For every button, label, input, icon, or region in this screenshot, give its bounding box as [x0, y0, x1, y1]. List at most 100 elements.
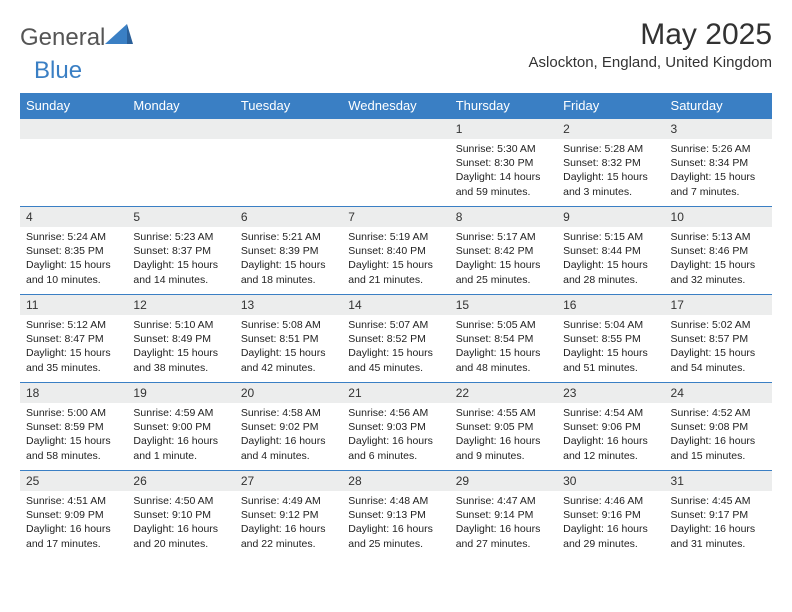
sunrise-line: Sunrise: 4:52 AM — [671, 406, 766, 420]
day-number: 9 — [557, 207, 664, 227]
empty-daynum — [342, 119, 449, 139]
day-cell: 6Sunrise: 5:21 AMSunset: 8:39 PMDaylight… — [235, 207, 342, 295]
day-number: 7 — [342, 207, 449, 227]
sunset-line: Sunset: 9:05 PM — [456, 420, 551, 434]
empty-daynum — [235, 119, 342, 139]
sunset-line: Sunset: 9:12 PM — [241, 508, 336, 522]
brand-name-b: Blue — [34, 57, 82, 84]
day-number: 4 — [20, 207, 127, 227]
day-details: Sunrise: 5:19 AMSunset: 8:40 PMDaylight:… — [342, 227, 449, 291]
daylight-line: Daylight: 15 hours and 14 minutes. — [133, 258, 228, 286]
day-number: 8 — [450, 207, 557, 227]
sunset-line: Sunset: 8:46 PM — [671, 244, 766, 258]
sunrise-line: Sunrise: 4:49 AM — [241, 494, 336, 508]
day-details: Sunrise: 5:26 AMSunset: 8:34 PMDaylight:… — [665, 139, 772, 203]
sunrise-line: Sunrise: 5:04 AM — [563, 318, 658, 332]
brand-triangle-icon — [105, 22, 133, 49]
sunrise-line: Sunrise: 4:56 AM — [348, 406, 443, 420]
day-details: Sunrise: 4:46 AMSunset: 9:16 PMDaylight:… — [557, 491, 664, 555]
day-cell: 29Sunrise: 4:47 AMSunset: 9:14 PMDayligh… — [450, 471, 557, 559]
day-number: 17 — [665, 295, 772, 315]
day-cell: 25Sunrise: 4:51 AMSunset: 9:09 PMDayligh… — [20, 471, 127, 559]
daylight-line: Daylight: 15 hours and 18 minutes. — [241, 258, 336, 286]
week-row: 25Sunrise: 4:51 AMSunset: 9:09 PMDayligh… — [20, 471, 772, 559]
daylight-line: Daylight: 15 hours and 58 minutes. — [26, 434, 121, 462]
daylight-line: Daylight: 15 hours and 54 minutes. — [671, 346, 766, 374]
daylight-line: Daylight: 15 hours and 7 minutes. — [671, 170, 766, 198]
day-cell: 5Sunrise: 5:23 AMSunset: 8:37 PMDaylight… — [127, 207, 234, 295]
calendar-page: General May 2025 Aslockton, England, Uni… — [0, 0, 792, 569]
sunset-line: Sunset: 8:55 PM — [563, 332, 658, 346]
day-cell: 19Sunrise: 4:59 AMSunset: 9:00 PMDayligh… — [127, 383, 234, 471]
sunrise-line: Sunrise: 4:46 AM — [563, 494, 658, 508]
day-cell: 21Sunrise: 4:56 AMSunset: 9:03 PMDayligh… — [342, 383, 449, 471]
weekday-saturday: Saturday — [665, 93, 772, 119]
sunrise-line: Sunrise: 5:10 AM — [133, 318, 228, 332]
sunset-line: Sunset: 8:59 PM — [26, 420, 121, 434]
day-number: 31 — [665, 471, 772, 491]
brand-name-a: General — [20, 24, 105, 52]
day-cell: 26Sunrise: 4:50 AMSunset: 9:10 PMDayligh… — [127, 471, 234, 559]
sunset-line: Sunset: 9:00 PM — [133, 420, 228, 434]
sunset-line: Sunset: 8:42 PM — [456, 244, 551, 258]
day-details: Sunrise: 4:54 AMSunset: 9:06 PMDaylight:… — [557, 403, 664, 467]
daylight-line: Daylight: 16 hours and 27 minutes. — [456, 522, 551, 550]
sunset-line: Sunset: 8:52 PM — [348, 332, 443, 346]
daylight-line: Daylight: 16 hours and 15 minutes. — [671, 434, 766, 462]
day-number: 14 — [342, 295, 449, 315]
weekday-sunday: Sunday — [20, 93, 127, 119]
sunset-line: Sunset: 8:40 PM — [348, 244, 443, 258]
weekday-thursday: Thursday — [450, 93, 557, 119]
daylight-line: Daylight: 16 hours and 22 minutes. — [241, 522, 336, 550]
day-cell: 16Sunrise: 5:04 AMSunset: 8:55 PMDayligh… — [557, 295, 664, 383]
daylight-line: Daylight: 16 hours and 12 minutes. — [563, 434, 658, 462]
sunrise-line: Sunrise: 4:54 AM — [563, 406, 658, 420]
sunrise-line: Sunrise: 4:45 AM — [671, 494, 766, 508]
day-cell: 20Sunrise: 4:58 AMSunset: 9:02 PMDayligh… — [235, 383, 342, 471]
day-number: 24 — [665, 383, 772, 403]
day-details: Sunrise: 5:12 AMSunset: 8:47 PMDaylight:… — [20, 315, 127, 379]
day-details: Sunrise: 4:55 AMSunset: 9:05 PMDaylight:… — [450, 403, 557, 467]
sunset-line: Sunset: 8:30 PM — [456, 156, 551, 170]
sunrise-line: Sunrise: 5:21 AM — [241, 230, 336, 244]
daylight-line: Daylight: 16 hours and 25 minutes. — [348, 522, 443, 550]
week-row: 4Sunrise: 5:24 AMSunset: 8:35 PMDaylight… — [20, 207, 772, 295]
day-details: Sunrise: 4:47 AMSunset: 9:14 PMDaylight:… — [450, 491, 557, 555]
day-details: Sunrise: 5:13 AMSunset: 8:46 PMDaylight:… — [665, 227, 772, 291]
day-details: Sunrise: 4:59 AMSunset: 9:00 PMDaylight:… — [127, 403, 234, 467]
day-cell: 2Sunrise: 5:28 AMSunset: 8:32 PMDaylight… — [557, 119, 664, 207]
sunset-line: Sunset: 9:16 PM — [563, 508, 658, 522]
sunset-line: Sunset: 9:17 PM — [671, 508, 766, 522]
day-cell: 12Sunrise: 5:10 AMSunset: 8:49 PMDayligh… — [127, 295, 234, 383]
sunrise-line: Sunrise: 5:02 AM — [671, 318, 766, 332]
daylight-line: Daylight: 15 hours and 48 minutes. — [456, 346, 551, 374]
calendar-body: 1Sunrise: 5:30 AMSunset: 8:30 PMDaylight… — [20, 119, 772, 559]
sunset-line: Sunset: 9:13 PM — [348, 508, 443, 522]
daylight-line: Daylight: 16 hours and 1 minute. — [133, 434, 228, 462]
day-details: Sunrise: 4:45 AMSunset: 9:17 PMDaylight:… — [665, 491, 772, 555]
sunrise-line: Sunrise: 5:12 AM — [26, 318, 121, 332]
sunset-line: Sunset: 8:44 PM — [563, 244, 658, 258]
sunrise-line: Sunrise: 5:07 AM — [348, 318, 443, 332]
day-cell: 8Sunrise: 5:17 AMSunset: 8:42 PMDaylight… — [450, 207, 557, 295]
empty-cell — [342, 119, 449, 207]
daylight-line: Daylight: 16 hours and 31 minutes. — [671, 522, 766, 550]
calendar-table: SundayMondayTuesdayWednesdayThursdayFrid… — [20, 93, 772, 559]
sunrise-line: Sunrise: 5:17 AM — [456, 230, 551, 244]
day-number: 16 — [557, 295, 664, 315]
day-cell: 17Sunrise: 5:02 AMSunset: 8:57 PMDayligh… — [665, 295, 772, 383]
day-cell: 23Sunrise: 4:54 AMSunset: 9:06 PMDayligh… — [557, 383, 664, 471]
day-number: 21 — [342, 383, 449, 403]
daylight-line: Daylight: 15 hours and 42 minutes. — [241, 346, 336, 374]
daylight-line: Daylight: 16 hours and 20 minutes. — [133, 522, 228, 550]
day-details: Sunrise: 4:51 AMSunset: 9:09 PMDaylight:… — [20, 491, 127, 555]
weekday-header-row: SundayMondayTuesdayWednesdayThursdayFrid… — [20, 93, 772, 119]
sunrise-line: Sunrise: 5:28 AM — [563, 142, 658, 156]
day-details: Sunrise: 5:28 AMSunset: 8:32 PMDaylight:… — [557, 139, 664, 203]
sunrise-line: Sunrise: 5:26 AM — [671, 142, 766, 156]
empty-daynum — [127, 119, 234, 139]
day-details: Sunrise: 5:17 AMSunset: 8:42 PMDaylight:… — [450, 227, 557, 291]
day-number: 27 — [235, 471, 342, 491]
day-cell: 1Sunrise: 5:30 AMSunset: 8:30 PMDaylight… — [450, 119, 557, 207]
day-cell: 13Sunrise: 5:08 AMSunset: 8:51 PMDayligh… — [235, 295, 342, 383]
